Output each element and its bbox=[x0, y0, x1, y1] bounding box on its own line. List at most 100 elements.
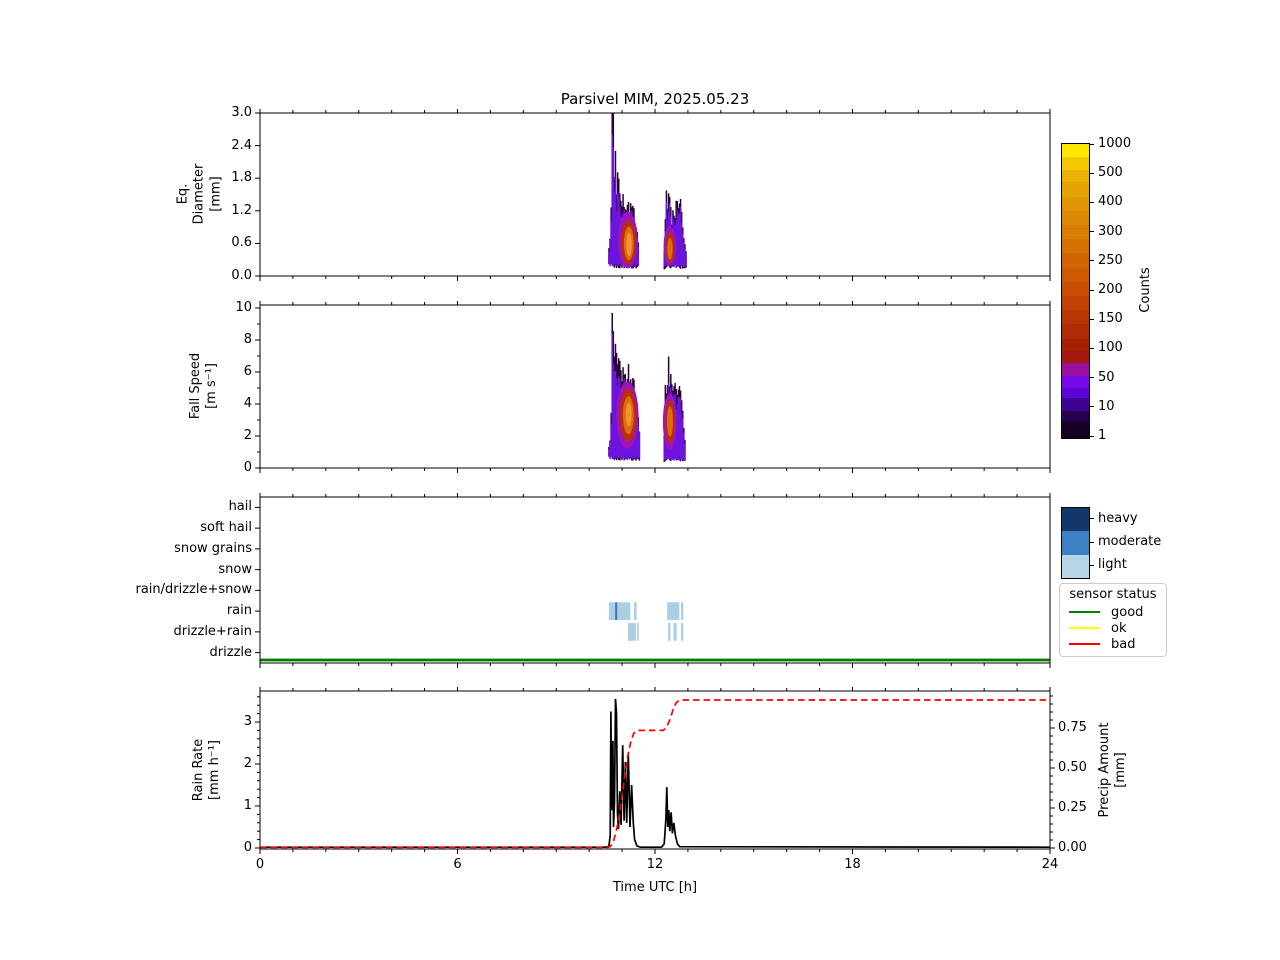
colorbar-tick bbox=[1089, 435, 1094, 437]
precip-type-bar bbox=[633, 602, 637, 620]
diameter-y-tick-label: 0.0 bbox=[231, 268, 252, 283]
fallspeed-y-tick-label: 4 bbox=[243, 396, 252, 411]
colorbar-tick bbox=[1089, 172, 1094, 174]
colorbar-band bbox=[1062, 338, 1089, 352]
precip-amount-y-axis-label: Precip Amount [mm] bbox=[1096, 722, 1128, 818]
colorbar-tick-label: 1000 bbox=[1098, 136, 1132, 151]
x-tick-label: 6 bbox=[453, 857, 462, 872]
colorbar-band bbox=[1062, 388, 1089, 399]
colorbar-band bbox=[1062, 253, 1089, 268]
figure-title: Parsivel MIM, 2025.05.23 bbox=[560, 90, 750, 108]
precip-amount-y-tick-label: 0.50 bbox=[1058, 760, 1087, 775]
fallspeed-y-tick-label: 10 bbox=[235, 300, 252, 315]
panel-frame bbox=[259, 304, 1051, 469]
precip-amount-y-tick-label: 0.00 bbox=[1058, 840, 1087, 855]
colorbar-band bbox=[1062, 169, 1089, 183]
colorbar-tick bbox=[1089, 318, 1094, 320]
sensor-legend-entry: ok bbox=[1060, 620, 1166, 636]
precip-type-label: rain bbox=[226, 603, 252, 619]
sensor-legend-line-good bbox=[1069, 611, 1100, 613]
colorbar-band bbox=[1062, 375, 1089, 389]
fallspeed-y-tick-label: 0 bbox=[243, 460, 252, 475]
panel-frame bbox=[259, 112, 1051, 277]
colorbar-band bbox=[1062, 422, 1089, 438]
x-axis-label: Time UTC [h] bbox=[612, 880, 698, 895]
colorbar-band bbox=[1062, 267, 1089, 282]
precip-type-bar bbox=[673, 623, 677, 641]
panel-frame bbox=[259, 496, 1051, 664]
precip-type-label: rain/drizzle+snow bbox=[135, 582, 253, 598]
sensor-legend-label: bad bbox=[1111, 636, 1136, 652]
intensity-legend-tick bbox=[1089, 518, 1094, 520]
colorbar-tick-label: 400 bbox=[1098, 194, 1123, 210]
precip-type-bar bbox=[668, 623, 671, 641]
colorbar-band bbox=[1062, 239, 1089, 254]
sensor-legend-label: good bbox=[1111, 604, 1144, 620]
rainrate-y-tick-label: 0 bbox=[243, 840, 252, 855]
intensity-legend-label: heavy bbox=[1098, 510, 1138, 526]
colorbar-tick-label: 100 bbox=[1098, 340, 1123, 356]
sensor-legend-title: sensor status bbox=[1069, 587, 1157, 602]
precip-type-label: drizzle+rain bbox=[173, 623, 252, 639]
intensity-swatch-moderate bbox=[1062, 531, 1089, 555]
colorbar-tick bbox=[1089, 260, 1094, 262]
precip-type-bar bbox=[681, 623, 684, 641]
precip-type-bar bbox=[615, 602, 618, 620]
colorbar-tick-label: 300 bbox=[1098, 223, 1123, 239]
intensity-legend bbox=[1061, 507, 1090, 579]
colorbar-tick-label: 10 bbox=[1098, 398, 1115, 414]
colorbar-band bbox=[1062, 182, 1089, 197]
precip-type-bar bbox=[608, 602, 631, 620]
sensor-status-legend: sensor status good ok bad bbox=[1059, 583, 1167, 657]
intensity-swatch-heavy bbox=[1062, 508, 1089, 532]
x-tick-label: 12 bbox=[646, 857, 664, 872]
intensity-swatch-light bbox=[1062, 554, 1089, 578]
colorbar-band bbox=[1062, 281, 1089, 296]
rainrate-y-tick-label: 1 bbox=[243, 798, 252, 813]
precip-type-label: hail bbox=[228, 499, 252, 515]
colorbar-band bbox=[1062, 295, 1089, 311]
sensor-legend-line-ok bbox=[1069, 627, 1100, 629]
precip-amount-y-tick-label: 0.25 bbox=[1058, 800, 1087, 815]
intensity-legend-label: light bbox=[1098, 557, 1127, 573]
precip-type-bar bbox=[681, 602, 684, 620]
colorbar-tick bbox=[1089, 143, 1094, 145]
precip-type-label: soft hail bbox=[200, 520, 252, 536]
precip-type-label: snow grains bbox=[174, 540, 252, 556]
colorbar-tick bbox=[1089, 406, 1094, 408]
x-tick-label: 0 bbox=[255, 857, 265, 872]
colorbar-tick bbox=[1089, 231, 1094, 233]
colorbar-tick-label: 50 bbox=[1098, 369, 1115, 385]
fallspeed-y-tick-label: 2 bbox=[243, 428, 252, 443]
diameter-y-tick-label: 0.6 bbox=[231, 235, 252, 251]
rainrate-y-tick-label: 2 bbox=[243, 756, 252, 771]
diameter-y-tick-label: 2.4 bbox=[231, 137, 252, 153]
colorbar-band bbox=[1062, 362, 1089, 376]
colorbar-tick-label: 500 bbox=[1098, 165, 1123, 181]
colorbar-tick bbox=[1089, 289, 1094, 291]
sensor-status-line bbox=[260, 658, 1050, 662]
rainrate-y-tick-label: 3 bbox=[243, 714, 252, 729]
intensity-legend-label: moderate bbox=[1098, 534, 1162, 549]
sensor-legend-label: ok bbox=[1111, 620, 1127, 636]
precip-type-bar bbox=[667, 602, 680, 620]
precip-type-label: drizzle bbox=[209, 644, 252, 660]
colorbar-band bbox=[1062, 196, 1089, 211]
precip-type-bar bbox=[628, 623, 636, 641]
fallspeed-y-tick-label: 8 bbox=[243, 332, 252, 347]
colorbar-band bbox=[1062, 144, 1089, 157]
colorbar-band bbox=[1062, 351, 1089, 363]
colorbar-tick-label: 150 bbox=[1098, 311, 1123, 327]
sensor-legend-entry: bad bbox=[1060, 636, 1166, 652]
colorbar-band bbox=[1062, 210, 1089, 225]
precip-type-bar bbox=[637, 623, 639, 641]
diameter-y-tick-label: 1.8 bbox=[231, 170, 252, 186]
sensor-legend-line-bad bbox=[1069, 643, 1100, 645]
x-tick-label: 18 bbox=[844, 857, 861, 872]
colorbar-tick bbox=[1089, 201, 1094, 203]
intensity-legend-tick bbox=[1089, 541, 1094, 543]
x-tick-label: 24 bbox=[1041, 857, 1059, 872]
diameter-y-tick-label: 3.0 bbox=[231, 105, 252, 120]
